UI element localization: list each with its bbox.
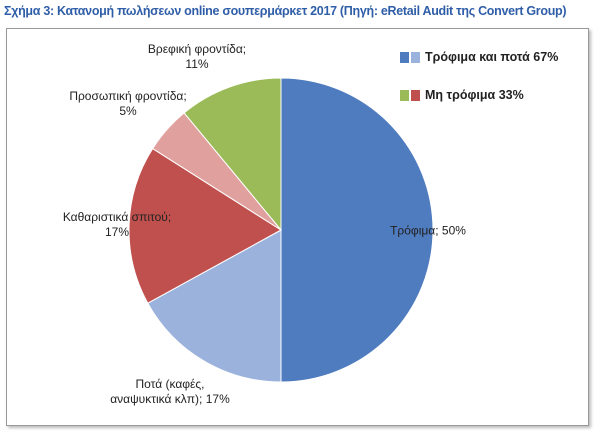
category-label: Καθαριστικά σπιτού;	[62, 210, 172, 224]
chart-frame	[6, 28, 589, 426]
category-label: Προσωπική φροντίδα;	[69, 89, 187, 103]
value-label: 17%	[104, 225, 130, 239]
category-label: Ποτά (καφές, αναψυκτικά κλπ);	[110, 377, 205, 406]
value-label: 11%	[185, 57, 209, 71]
pie-slice	[280, 77, 434, 383]
legend-entry: Τρόφιμα και ποτά 67%	[400, 50, 558, 64]
legend-label: Μη τρόφιμα 33%	[425, 88, 524, 102]
legend-label: Τρόφιμα και ποτά 67%	[425, 50, 559, 64]
data-label: Βρεφική φροντίδα; 11%	[137, 42, 257, 72]
pie-slice	[128, 147, 282, 304]
legend-swatch	[411, 89, 420, 101]
chart-title: Σχήμα 3: Κατανομή πωλήσεων online σουπερ…	[4, 4, 567, 18]
data-label: Τρόφιμα; 50%	[368, 224, 488, 239]
pie-slice	[147, 229, 282, 383]
data-label: Προσωπική φροντίδα; 5%	[68, 89, 188, 119]
value-label: 5%	[119, 104, 137, 118]
value-label: 17%	[205, 392, 230, 406]
legend-swatch	[400, 51, 409, 63]
legend-swatch	[411, 51, 420, 63]
pie-slice	[183, 77, 282, 232]
category-label: Τρόφιμα;	[390, 223, 439, 238]
legend-entry: Μη τρόφιμα 33%	[400, 88, 524, 102]
category-label: Βρεφική φροντίδα;	[147, 42, 247, 56]
value-label: 50%	[441, 223, 466, 238]
data-label: Ποτά (καφές, αναψυκτικά κλπ); 17%	[105, 377, 235, 407]
legend-swatch	[400, 89, 409, 101]
data-label: Καθαριστικά σπιτού; 17%	[57, 210, 177, 240]
